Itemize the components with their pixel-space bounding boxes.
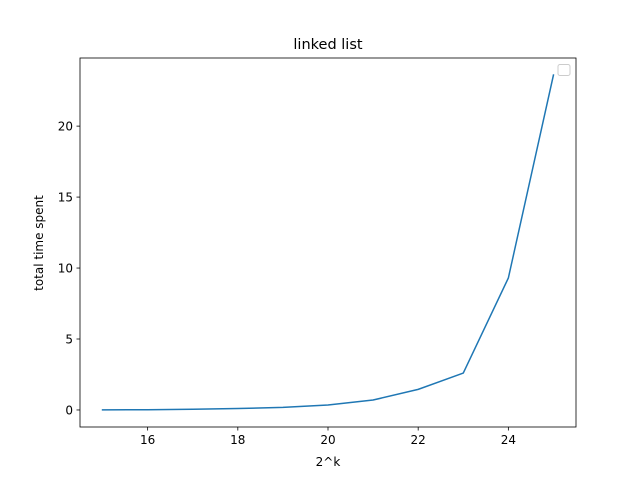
y-tick-label: 20 [58,120,73,134]
y-axis-title: total time spent [32,195,46,291]
x-tick-label: 16 [140,433,155,447]
x-tick-label: 24 [501,433,516,447]
y-tick-label: 5 [65,333,73,347]
y-tick-label: 15 [58,191,73,205]
x-tick-label: 18 [230,433,245,447]
chart-title: linked list [293,37,362,53]
y-tick-label: 0 [65,403,73,417]
plot-area: 16 18 20 22 24 0 5 10 15 20 [58,57,577,447]
x-tick-label: 22 [411,433,426,447]
y-tick-label: 10 [58,262,73,276]
x-tick-label: 20 [320,433,335,447]
x-axis-title: 2^k [316,455,341,469]
legend-box [557,64,571,76]
